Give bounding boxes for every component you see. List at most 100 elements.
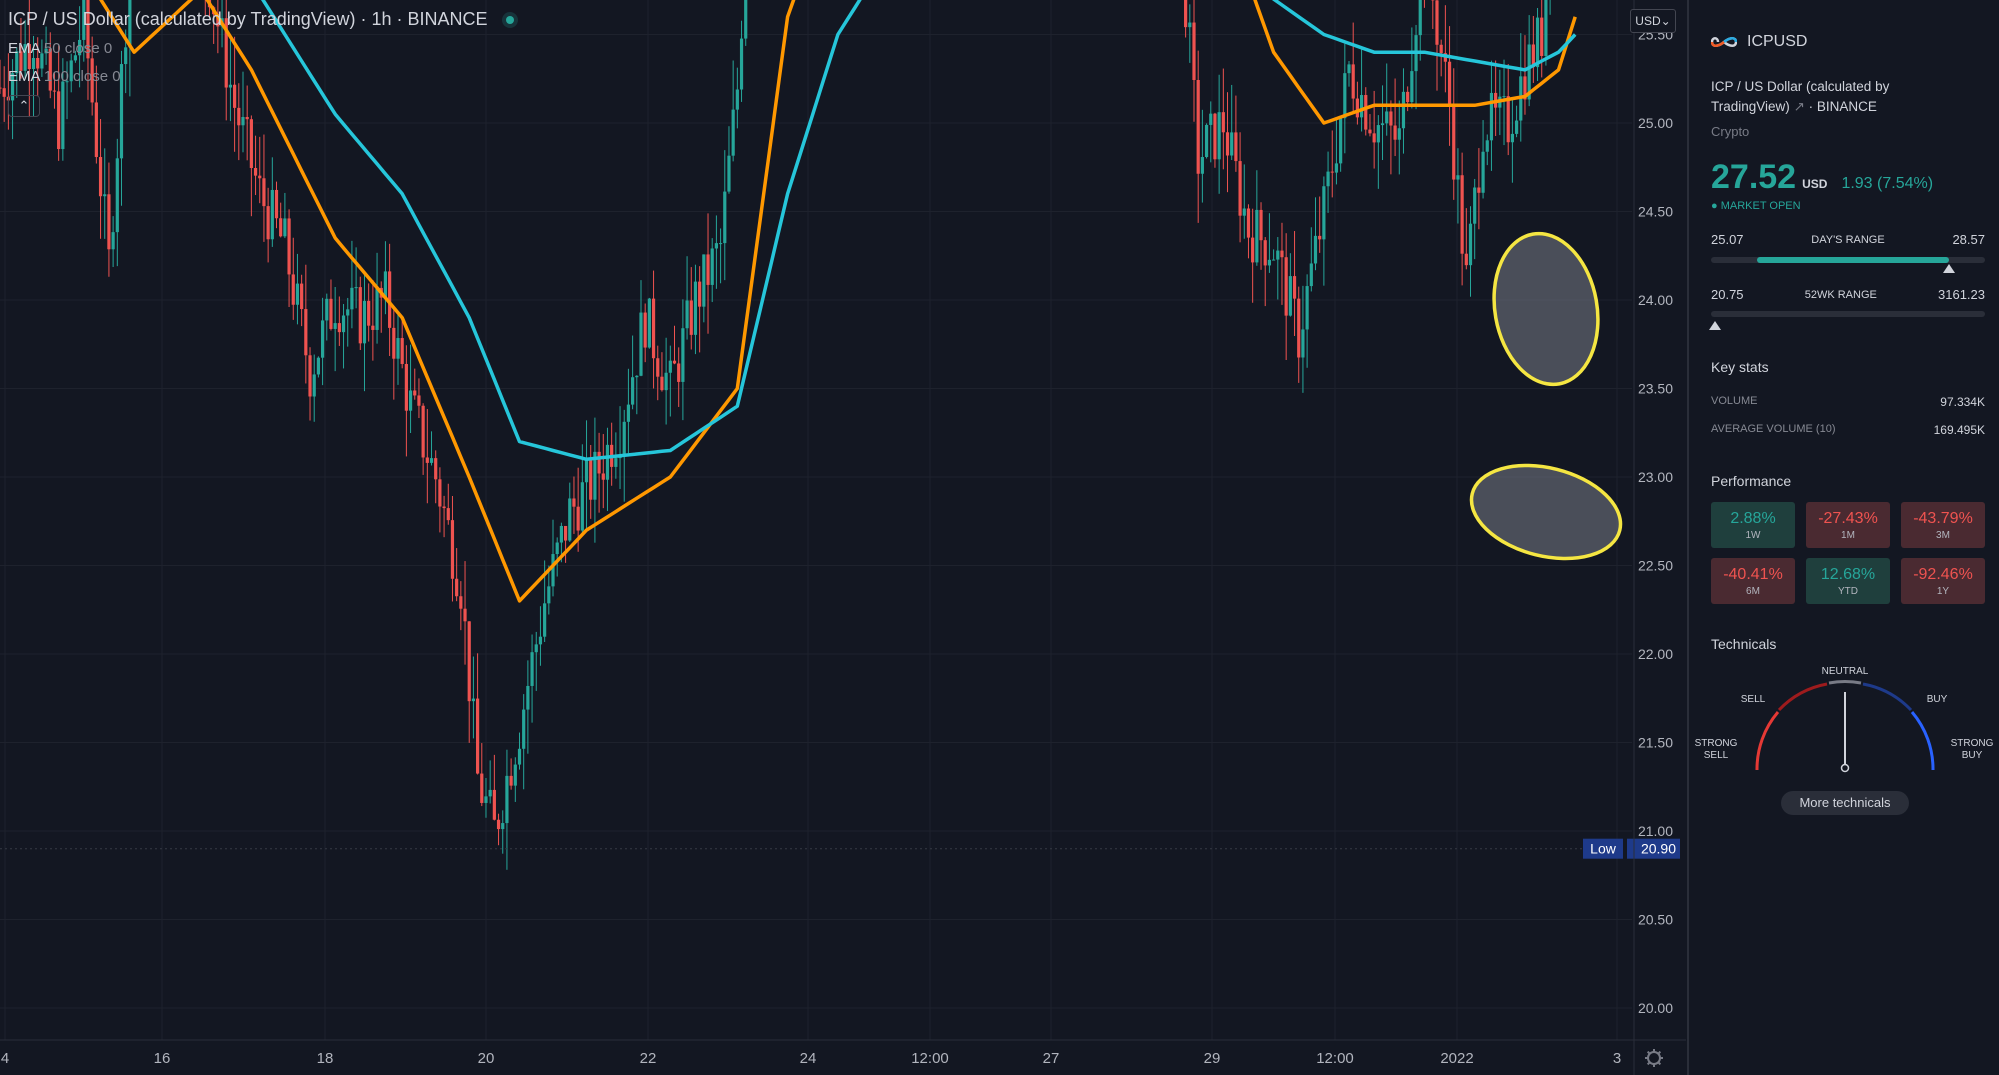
52wk-range-label: 52WK RANGE [1804,288,1877,301]
collapse-legend-button[interactable]: ⌃ [8,95,40,117]
candle [204,0,206,17]
candle [597,432,601,513]
gauge-strong-buy-label: STRONG BUY [1950,738,1994,761]
key-stats-title: Key stats [1711,359,1769,375]
candle [1330,130,1334,198]
candle [635,375,639,415]
candle [551,519,555,597]
52wk-range-bar [1709,311,1985,330]
candle [346,297,350,347]
performance-title: Performance [1711,473,1792,489]
candle [1410,27,1414,109]
candle [517,732,522,770]
candle [526,660,530,754]
candle [1364,87,1368,136]
performance-cell-6m[interactable]: -40.41% 6M [1711,558,1795,604]
performance-period: 1Y [1936,585,1950,597]
candle [337,296,341,346]
price-row: 27.52 USD 1.93 (7.54%) [1711,158,1933,197]
candle [245,85,249,161]
candle [442,495,446,538]
candle [396,311,400,385]
candle [19,17,23,79]
ema50-line [98,0,1577,603]
candle [341,304,346,369]
symbol-header[interactable]: ICPUSD [1711,33,1807,51]
ema50-legend[interactable]: EMA 50 close 0 [8,40,112,57]
avg-volume-value: 169.495K [1933,423,1985,437]
candle [1322,176,1326,286]
candle [660,352,664,392]
candle [367,283,371,342]
more-technicals-button[interactable]: More technicals [1781,791,1909,815]
time-axis[interactable]: 4 16 18 20 22 24 12:00 27 29 12:00 2022 3 [1,1050,1621,1067]
performance-cell-1m[interactable]: -27.43% 1M [1806,502,1890,548]
ema100-legend[interactable]: EMA 100 close 0 [8,68,121,85]
candle [270,157,274,247]
price-chart[interactable]: 31.0030.5030.0029.5029.0028.5028.0027.50… [0,0,1686,1075]
candle [291,237,295,320]
candle [1355,81,1359,125]
candle [1535,7,1540,81]
candle [572,476,576,534]
candle [283,192,287,239]
candle [530,634,534,723]
performance-cell-1y[interactable]: -92.46% 1Y [1901,558,1985,604]
chart-title[interactable]: ICP / US Dollar (calculated by TradingVi… [8,9,514,30]
chart-area[interactable]: 31.0030.5030.0029.5029.0028.5028.0027.50… [0,0,1686,1075]
day-range-row: 25.07 DAY'S RANGE 28.57 [1711,232,1985,247]
candle [115,138,119,267]
candle [1368,114,1372,137]
performance-cell-1w[interactable]: 2.88% 1W [1711,502,1795,548]
candle [698,266,702,353]
external-link-icon[interactable]: ↗ [1793,99,1805,114]
candle [484,777,488,818]
price-tag-value: 20.90 [1641,841,1676,857]
candle [90,36,94,116]
candle [513,757,517,802]
candle [1473,178,1477,260]
candle [1389,100,1393,175]
ema100-legend-key: EMA [8,68,40,85]
technicals-gauge[interactable] [1689,660,1999,800]
candle [304,264,308,384]
candle [23,19,27,80]
candle [10,59,15,140]
price-axis[interactable]: 31.0030.5030.0029.5029.0028.5028.0027.50… [1638,0,1673,1017]
currency-label: USD [1635,14,1661,28]
candle [643,303,647,363]
candle [1385,63,1389,136]
candle [1372,90,1376,169]
candle [73,50,78,63]
currency-select[interactable]: USD⌄ [1630,9,1676,33]
candle [476,653,480,775]
performance-cell-3m[interactable]: -43.79% 3M [1901,502,1985,548]
candle [706,213,710,334]
candle [1225,92,1230,193]
candle [723,150,727,281]
candle [1489,60,1494,171]
candle [1184,0,1188,38]
performance-value: -92.46% [1913,565,1973,583]
candle [450,495,455,602]
candle [656,345,660,401]
grid [0,0,1632,1040]
candle [739,20,744,102]
time-axis-tick: 29 [1204,1050,1221,1067]
candle [509,758,513,790]
price-axis-tick: 25.00 [1638,115,1673,131]
time-axis-tick: 18 [317,1050,334,1067]
candle [1435,0,1439,91]
candle [1284,233,1288,360]
candle [119,50,124,206]
performance-cell-ytd[interactable]: 12.68% YTD [1806,558,1890,604]
time-axis-tick: 27 [1043,1050,1060,1067]
annotations [1469,231,1623,561]
candle [224,0,228,121]
candle [651,270,656,389]
candle [681,299,685,421]
time-axis-tick: 20 [478,1050,495,1067]
settings-gear-icon[interactable] [1645,1049,1663,1067]
candle [333,286,337,372]
volume-row: VOLUME 97.334K [1711,395,1985,409]
